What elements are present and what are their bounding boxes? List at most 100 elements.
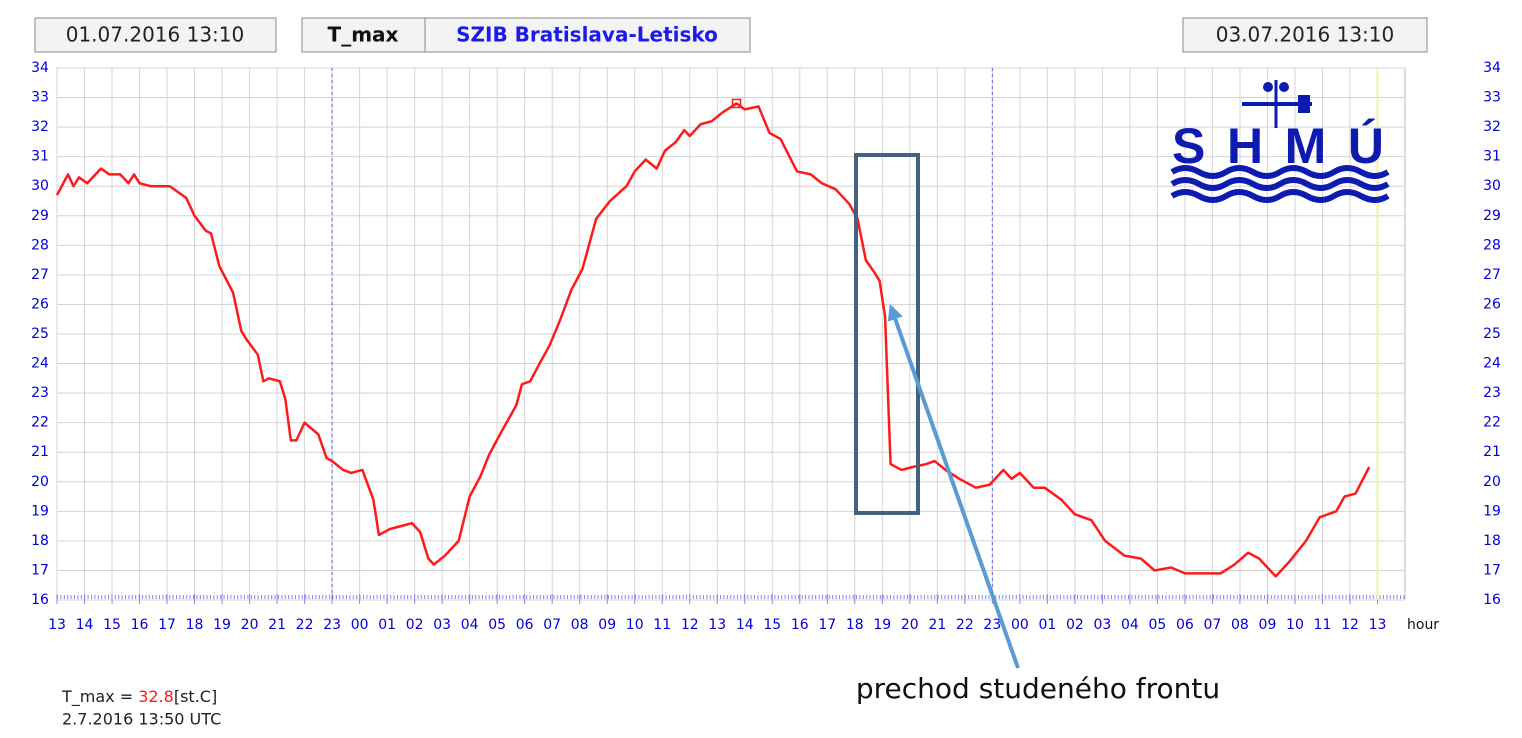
- x-tick-label: 22: [956, 617, 974, 633]
- x-tick-label: 11: [1314, 617, 1332, 633]
- x-tick-label: 00: [1011, 617, 1029, 633]
- y2-tick-label: 24: [1483, 356, 1501, 372]
- x-tick-label: 15: [103, 617, 121, 633]
- y-tick-label: 32: [31, 119, 49, 135]
- x-tick-label: 07: [543, 617, 561, 633]
- x-tick-label: 08: [1231, 617, 1249, 633]
- end-box: [1182, 17, 1428, 53]
- y2-tick-label: 34: [1483, 60, 1501, 76]
- y2-tick-label: 17: [1483, 562, 1501, 578]
- y-tick-label: 29: [31, 208, 49, 224]
- x-tick-label: 05: [488, 617, 506, 633]
- y2-tick-label: 31: [1483, 149, 1501, 165]
- y-tick-label: 23: [31, 385, 49, 401]
- y2-tick-label: 30: [1483, 178, 1501, 194]
- readout-value: 32.8: [138, 687, 174, 706]
- x-tick-label: 09: [598, 617, 616, 633]
- x-tick-label: 19: [213, 617, 231, 633]
- x-tick-label: 06: [1176, 617, 1194, 633]
- y-tick-label: 25: [31, 326, 49, 342]
- y-tick-label: 20: [31, 474, 49, 490]
- series-box: [301, 17, 426, 53]
- x-tick-label: 10: [1286, 617, 1304, 633]
- annotation-arrow: [887, 303, 1020, 669]
- y2-tick-label: 25: [1483, 326, 1501, 342]
- x-tick-label: 17: [818, 617, 836, 633]
- x-tick-label: 23: [983, 617, 1001, 633]
- x-tick-label: 07: [1204, 617, 1222, 633]
- y-tick-label: 21: [31, 444, 49, 460]
- station: SZIB Bratislava-Letisko: [456, 23, 718, 47]
- x-tick-label: 21: [268, 617, 286, 633]
- x-tick-label: 03: [433, 617, 451, 633]
- y2-tick-label: 19: [1483, 503, 1501, 519]
- max-marker: [731, 98, 742, 109]
- y2-tick-label: 16: [1483, 592, 1501, 608]
- series-name: T_max: [328, 23, 399, 47]
- x-tick-label: 04: [461, 617, 479, 633]
- y2-tick-label: 18: [1483, 533, 1501, 549]
- annotation-box: [854, 153, 920, 515]
- x-tick-label: 14: [736, 617, 754, 633]
- x-tick-label: 08: [571, 617, 589, 633]
- x-tick-label: 00: [351, 617, 369, 633]
- y2-tick-label: 28: [1483, 237, 1501, 253]
- x-tick-label: 04: [1121, 617, 1139, 633]
- y2-tick-label: 27: [1483, 267, 1501, 283]
- x-tick-label: 13: [1369, 617, 1387, 633]
- y2-tick-label: 22: [1483, 415, 1501, 431]
- x-tick-label: 14: [76, 617, 94, 633]
- x-tick-label: 02: [1066, 617, 1084, 633]
- readout-label: T_max =: [61, 687, 133, 707]
- x-tick-label: 11: [653, 617, 671, 633]
- y-tick-label: 33: [31, 90, 49, 106]
- y-tick-label: 16: [31, 592, 49, 608]
- x-unit: hour: [1407, 617, 1439, 633]
- end-time: 03.07.2016 13:10: [1216, 23, 1395, 47]
- y-tick-label: 24: [31, 356, 49, 372]
- x-tick-label: 22: [296, 617, 314, 633]
- line: [55, 102, 1371, 578]
- station-box: [424, 17, 751, 53]
- annotation: prechod studeného frontu: [856, 672, 1220, 705]
- x-tick-label: 20: [901, 617, 919, 633]
- y2-tick-label: 21: [1483, 444, 1501, 460]
- start-time: 01.07.2016 13:10: [66, 23, 245, 47]
- x-tick-label: 16: [131, 617, 149, 633]
- grid: 16 16 17 17 18 18 19 19 20 20 21 21 22 22 23 23 24 24 25 25…: [31, 60, 1501, 633]
- y2-tick-label: 32: [1483, 119, 1501, 135]
- y-tick-label: 30: [31, 178, 49, 194]
- x-tick-label: 02: [406, 617, 424, 633]
- y2-tick-label: 29: [1483, 208, 1501, 224]
- y-tick-label: 34: [31, 60, 49, 76]
- y-tick-label: 22: [31, 415, 49, 431]
- x-tick-label: 18: [846, 617, 864, 633]
- y2-tick-label: 33: [1483, 90, 1501, 106]
- x-tick-label: 17: [158, 617, 176, 633]
- readout: T_max = 32.8[st.C]: [61, 687, 217, 707]
- x-tick-label: 12: [1341, 617, 1359, 633]
- x-tick-label: 13: [48, 617, 66, 633]
- x-tick-label: 03: [1093, 617, 1111, 633]
- plot: [55, 98, 1371, 578]
- y-tick-label: 19: [31, 503, 49, 519]
- y-tick-label: 28: [31, 237, 49, 253]
- x-tick-label: 01: [378, 617, 396, 633]
- x-tick-label: 06: [516, 617, 534, 633]
- y2-tick-label: 26: [1483, 296, 1501, 312]
- x-tick-label: 15: [763, 617, 781, 633]
- x-tick-label: 09: [1259, 617, 1277, 633]
- y-tick-label: 26: [31, 296, 49, 312]
- x-tick-label: 16: [791, 617, 809, 633]
- x-tick-label: 23: [323, 617, 341, 633]
- x-tick-label: 20: [241, 617, 259, 633]
- y-tick-label: 17: [31, 562, 49, 578]
- x-tick-label: 18: [186, 617, 204, 633]
- x-tick-label: 21: [928, 617, 946, 633]
- start-box: [34, 17, 277, 53]
- y2-tick-label: 23: [1483, 385, 1501, 401]
- x-tick-label: 01: [1038, 617, 1056, 633]
- y2-tick-label: 20: [1483, 474, 1501, 490]
